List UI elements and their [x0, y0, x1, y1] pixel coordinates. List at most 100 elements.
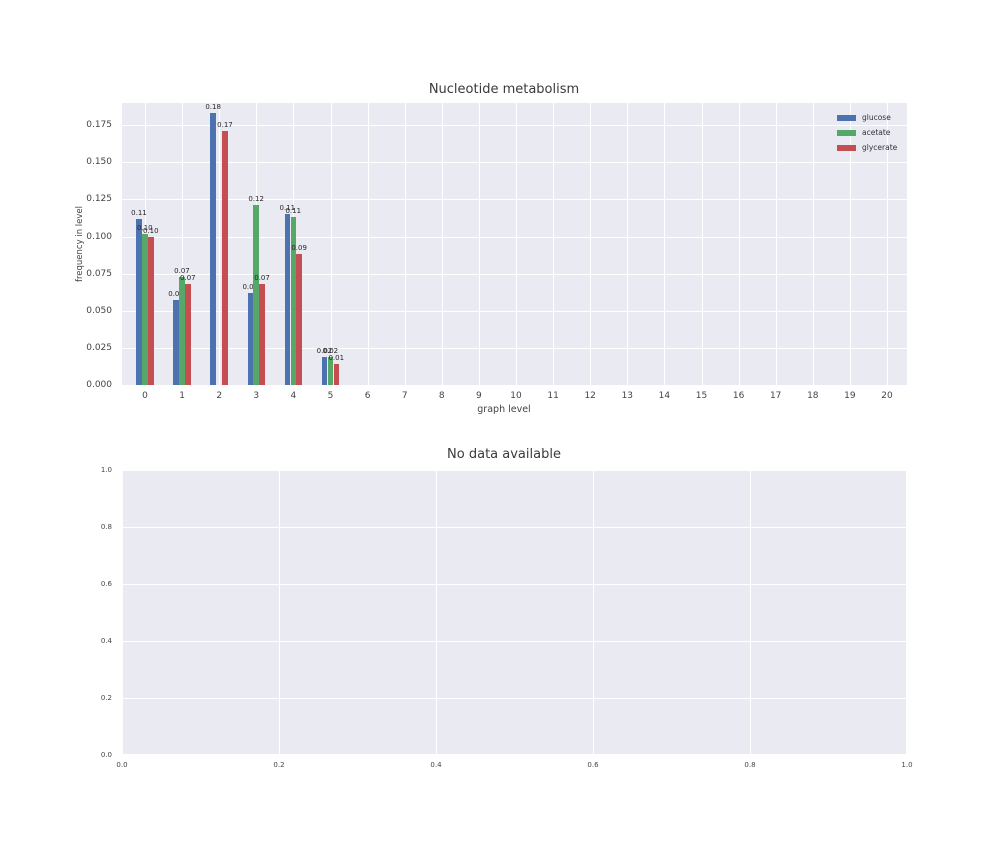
- gridline-vertical: [738, 103, 740, 385]
- gridline-horizontal: [122, 310, 907, 312]
- gridline-vertical: [906, 470, 907, 755]
- bar-glycerate-level-1: [185, 284, 191, 385]
- x-tick-label: 0.6: [587, 761, 599, 769]
- gridline-vertical: [590, 103, 592, 385]
- bar-value-label: 0.12: [248, 195, 264, 204]
- gridline-horizontal: [122, 347, 907, 349]
- x-tick-label: 0.4: [430, 761, 442, 769]
- gridline-vertical: [436, 470, 437, 755]
- bar-glycerate-level-5: [333, 364, 339, 385]
- x-tick-label: 5: [327, 391, 334, 401]
- gridline-vertical: [330, 103, 332, 385]
- legend-item-glucose: glucose: [837, 110, 904, 125]
- x-tick-label: 6: [364, 391, 371, 401]
- gridline-vertical: [812, 103, 814, 385]
- x-tick-label: 12: [584, 391, 596, 401]
- legend-label-glycerate: glycerate: [862, 143, 898, 152]
- bar-glycerate-level-2: [222, 131, 228, 385]
- bottom-chart-title: No data available: [447, 447, 561, 462]
- legend: glucose acetate glycerate: [837, 110, 904, 155]
- x-tick-label: 13: [621, 391, 634, 401]
- x-tick-label: 2: [216, 391, 223, 401]
- gridline-vertical: [849, 103, 851, 385]
- bar-value-label: 0.17: [217, 121, 233, 130]
- bar-value-label: 0.02: [322, 346, 339, 355]
- y-tick-label: 0.100: [86, 231, 112, 242]
- x-tick-label: 0.8: [744, 761, 756, 769]
- top-plot-area: 0.11 0.06 0.18 0.06 0.11 0.02 0.10 0.07 0.12 0.11…: [122, 103, 907, 386]
- bar-glycerate-level-3: [259, 284, 265, 385]
- x-tick-label: 0: [142, 391, 148, 401]
- legend-swatch-glucose: [837, 114, 856, 121]
- y-tick-label: 0.175: [86, 120, 112, 131]
- x-tick-label: 4: [290, 391, 297, 401]
- gridline-vertical: [593, 470, 594, 755]
- x-tick-label: 7: [401, 391, 408, 401]
- gridline-vertical: [182, 103, 184, 385]
- bar-value-label: 0.06: [242, 282, 259, 291]
- x-tick-label: 11: [547, 391, 559, 401]
- bar-acetate-level-5: [327, 356, 334, 385]
- gridline-horizontal: [122, 236, 907, 238]
- bar-value-label: 0.06: [168, 290, 184, 299]
- gridline-horizontal: [122, 385, 907, 386]
- gridline-vertical: [367, 103, 369, 385]
- gridline-vertical: [279, 470, 280, 755]
- x-tick-label: 17: [769, 391, 782, 401]
- gridline-vertical: [664, 103, 666, 385]
- bar-glucose-level-3: [247, 292, 253, 385]
- bar-acetate-level-1: [179, 276, 185, 385]
- gridline-horizontal: [122, 527, 907, 528]
- gridline-vertical: [553, 103, 555, 385]
- bar-value-label: 0.11: [285, 207, 302, 216]
- gridline-vertical: [750, 470, 751, 755]
- x-tick-label: 1.0: [901, 761, 913, 769]
- y-tick-label: 0.2: [100, 694, 112, 702]
- x-tick-label: 0.0: [116, 761, 128, 769]
- x-tick-label: 3: [253, 391, 260, 401]
- y-tick-label: 0.150: [86, 157, 112, 168]
- x-tick-label: 18: [807, 391, 819, 401]
- legend-swatch-acetate: [837, 129, 856, 136]
- gridline-horizontal: [122, 584, 907, 585]
- x-tick-label: 19: [844, 391, 856, 401]
- gridline-vertical: [478, 103, 480, 385]
- bar-value-label: 0.11: [279, 204, 296, 213]
- top-x-axis-label: graph level: [477, 404, 531, 415]
- gridline-vertical: [122, 470, 123, 755]
- gridline-horizontal: [122, 754, 907, 755]
- bar-glucose-level-0: [136, 218, 142, 385]
- bar-value-label: 0.10: [142, 226, 159, 235]
- x-tick-label: 8: [438, 391, 445, 401]
- legend-label-acetate: acetate: [862, 128, 891, 137]
- x-tick-label: 1: [179, 391, 185, 401]
- gridline-horizontal: [122, 273, 907, 275]
- bar-glucose-level-5: [321, 356, 328, 385]
- gridline-vertical: [404, 103, 406, 385]
- y-tick-label: 0.0: [100, 751, 112, 759]
- bar-value-label: 0.18: [205, 103, 221, 112]
- y-tick-label: 0.125: [86, 194, 112, 205]
- bar-value-label: 0.09: [291, 244, 307, 253]
- x-tick-label: 15: [695, 391, 708, 401]
- bar-value-label: 0.07: [254, 274, 270, 283]
- legend-swatch-glycerate: [837, 144, 856, 151]
- x-tick-label: 20: [881, 391, 893, 401]
- legend-item-glycerate: glycerate: [837, 140, 904, 155]
- gridline-vertical: [701, 103, 703, 385]
- legend-label-glucose: glucose: [862, 113, 891, 122]
- gridline-horizontal: [122, 641, 907, 642]
- legend-item-acetate: acetate: [837, 125, 904, 140]
- gridline-vertical: [441, 103, 443, 385]
- gridline-horizontal: [122, 698, 907, 699]
- y-tick-label: 0.8: [100, 523, 112, 531]
- x-tick-label: 0.2: [273, 761, 285, 769]
- y-tick-label: 0.000: [86, 380, 112, 390]
- bar-acetate-level-4: [290, 217, 296, 385]
- gridline-vertical: [775, 103, 777, 385]
- bar-value-label: 0.07: [180, 274, 196, 283]
- bar-glycerate-level-4: [296, 254, 302, 385]
- y-tick-label: 0.4: [100, 637, 112, 645]
- bar-value-label: 0.11: [131, 208, 147, 217]
